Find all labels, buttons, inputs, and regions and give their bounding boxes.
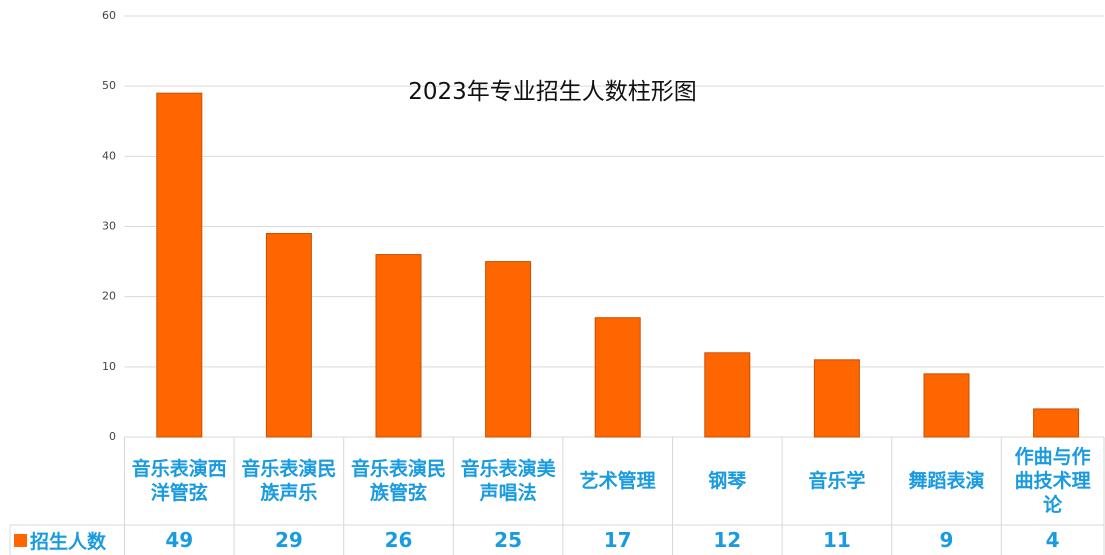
y-tick-label: 0	[109, 430, 116, 443]
bar	[813, 359, 860, 438]
y-tick-label: 30	[102, 220, 116, 233]
bar	[485, 261, 532, 438]
data-table-value: 4	[1045, 528, 1060, 552]
data-table-value: 11	[822, 528, 851, 552]
x-tick-label: 音乐表演民族管弦	[350, 458, 446, 504]
bar	[265, 233, 312, 438]
y-tick-label: 20	[102, 290, 116, 303]
x-tick-label: 艺术管理	[579, 470, 656, 492]
legend-swatch	[14, 533, 27, 547]
data-table-value: 26	[384, 528, 413, 552]
x-tick-label: 音乐表演美声唱法	[460, 458, 556, 504]
x-tick-label: 音乐学	[808, 470, 866, 492]
x-tick-label: 钢琴	[708, 470, 747, 492]
bar	[594, 317, 641, 438]
bar	[704, 352, 751, 438]
bar	[156, 92, 203, 438]
data-table-value: 49	[165, 528, 194, 552]
y-tick-label: 60	[102, 9, 116, 22]
bar	[1033, 408, 1080, 438]
data-table-value: 17	[603, 528, 632, 552]
chart-title: 2023年专业招生人数柱形图	[408, 79, 697, 105]
y-tick-label: 40	[102, 149, 116, 162]
data-table-value: 29	[274, 528, 303, 552]
x-tick-label: 舞蹈表演	[908, 470, 985, 492]
x-tick-label: 音乐表演西洋管弦	[131, 458, 227, 504]
data-table-value: 12	[713, 528, 742, 552]
y-tick-label: 10	[102, 360, 116, 373]
data-table-value: 25	[494, 528, 523, 552]
x-tick-label: 音乐表演民族声乐	[241, 458, 337, 504]
data-table-value: 9	[939, 528, 954, 552]
legend-label: 招生人数	[30, 530, 107, 553]
y-tick-label: 50	[102, 79, 116, 92]
bar	[375, 254, 422, 438]
bar	[923, 373, 970, 438]
x-tick-label: 作曲与作曲技术理论	[1014, 446, 1091, 516]
legend-entry: 招生人数	[10, 525, 125, 555]
